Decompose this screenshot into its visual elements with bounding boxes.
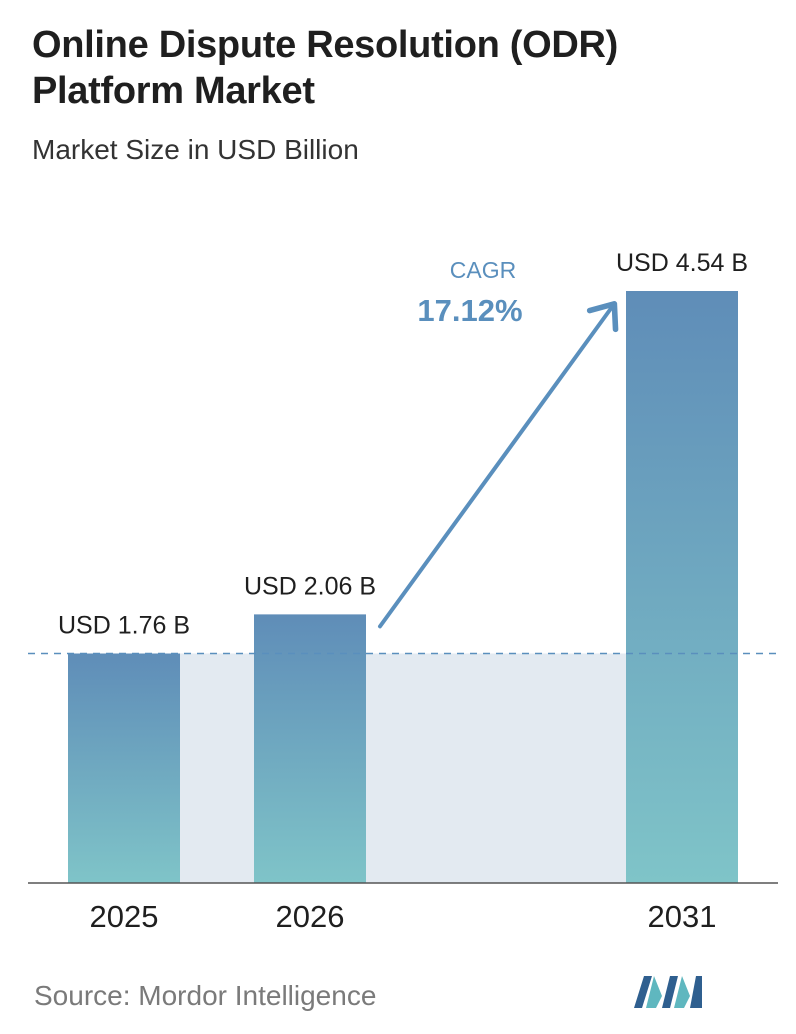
source-note: Source: Mordor Intelligence xyxy=(34,980,377,1011)
cagr-label: CAGR xyxy=(450,257,516,283)
bar-2026 xyxy=(254,614,366,883)
mordor-intelligence-logo xyxy=(634,976,702,1008)
value-label-2026: USD 2.06 B xyxy=(244,572,376,600)
chart-subtitle: Market Size in USD Billion xyxy=(32,134,359,165)
bar-2031 xyxy=(626,291,738,883)
value-label-2025: USD 1.76 B xyxy=(58,612,190,640)
cagr-value: 17.12% xyxy=(417,293,522,328)
chart-title: Online Dispute Resolution (ODR) Platform… xyxy=(32,24,619,112)
value-label-2031: USD 4.54 B xyxy=(616,249,748,277)
x-tick-2026: 2026 xyxy=(276,899,345,934)
cagr-arrow xyxy=(378,300,619,629)
x-tick-2031: 2031 xyxy=(648,899,717,934)
bar-2025 xyxy=(68,653,180,883)
x-tick-2025: 2025 xyxy=(90,899,159,934)
